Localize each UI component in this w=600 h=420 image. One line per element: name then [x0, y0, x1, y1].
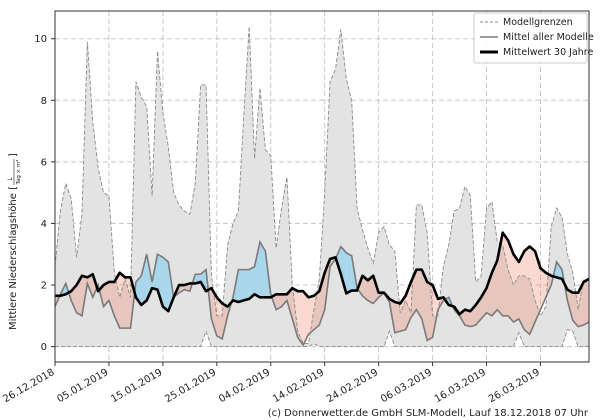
below-normal-fill: [502, 232, 509, 316]
below-normal-fill: [216, 297, 223, 339]
below-normal-fill: [578, 281, 584, 327]
y-axis-label-close: ]: [8, 153, 19, 157]
below-normal-fill: [87, 274, 93, 298]
below-normal-fill: [276, 294, 282, 310]
below-normal-fill: [416, 269, 422, 319]
below-normal-fill: [367, 275, 374, 304]
below-normal-fill: [286, 288, 293, 319]
x-tick-label: 25.01.2019: [163, 367, 218, 405]
below-normal-fill: [313, 291, 320, 330]
x-tick-label: 06.03.2019: [379, 367, 434, 405]
below-normal-fill: [513, 254, 519, 322]
below-normal-fill: [76, 275, 82, 316]
above-normal-fill: [200, 269, 207, 292]
y-tick-label: 6: [41, 157, 47, 168]
below-normal-fill: [281, 294, 287, 307]
below-normal-fill: [108, 281, 115, 316]
y-axis-label: Mittlere Niederschlagshöhe [ L Tag × m² …: [7, 153, 22, 330]
x-tick-label: 16.03.2019: [433, 367, 488, 405]
legend-box: [473, 12, 588, 64]
below-normal-fill: [427, 281, 433, 341]
x-tick-label: 15.01.2019: [109, 367, 164, 405]
y-tick-label: 10: [34, 34, 47, 45]
lines: [54, 26, 590, 348]
below-normal-fill: [303, 291, 309, 346]
legend-label-climatology: Mittelwert 30 Jahre: [503, 47, 593, 58]
below-normal-fill: [125, 277, 131, 329]
above-normal-fill: [243, 269, 250, 301]
below-normal-fill: [114, 272, 120, 329]
x-tick-label: 05.01.2019: [55, 367, 110, 405]
below-normal-fill: [508, 240, 514, 322]
above-normal-fill: [238, 269, 244, 302]
x-tick-label: 04.02.2019: [217, 367, 272, 405]
below-normal-fill: [308, 295, 314, 335]
model-min-line: [55, 329, 589, 348]
below-normal-fill: [524, 246, 530, 335]
below-normal-fill: [394, 301, 401, 333]
above-normal-fill: [340, 246, 347, 294]
legend-label-model-limits: Modellgrenzen: [503, 17, 573, 28]
x-tick-label: 14.02.2019: [271, 367, 326, 405]
above-normal-fill: [254, 241, 260, 298]
below-normal-fill: [119, 272, 126, 329]
x-tick-label: 24.02.2019: [325, 367, 380, 405]
above-normal-fill: [249, 266, 255, 299]
plot-frame: [54, 10, 590, 363]
x-tick-label: 26.12.2018: [1, 367, 56, 405]
above-normal-fill: [346, 252, 352, 294]
y-tick-label: 0: [41, 342, 47, 353]
below-normal-fill: [491, 260, 498, 316]
below-normal-fill: [362, 275, 368, 301]
model-mean-line: [54, 239, 590, 347]
below-normal-fill: [71, 285, 77, 313]
model-envelope-area: [55, 26, 589, 347]
above-normal-fill: [162, 257, 169, 312]
below-normal-fill: [535, 251, 541, 322]
y-tick-label: 2: [41, 281, 47, 292]
above-normal-fill: [259, 241, 266, 298]
legend-label-model-mean: Mittel aller Modelle: [503, 32, 594, 43]
y-tick-label: 8: [41, 96, 47, 107]
above-normal-fill: [556, 261, 563, 279]
below-normal-fill: [497, 232, 503, 316]
x-tick-label: 26.03.2019: [487, 367, 542, 405]
below-normal-fill: [211, 288, 217, 336]
below-normal-fill: [518, 251, 525, 330]
y-axis-label-text: Mittlere Niederschlagshöhe [: [8, 186, 19, 330]
below-normal-fill: [486, 272, 492, 316]
y-axis-unit-numerator: L: [7, 177, 14, 181]
legend: Modellgrenzen Mittel aller Modelle Mitte…: [473, 12, 594, 64]
below-normal-fill: [103, 281, 109, 307]
footer-credit: (c) Donnerwetter.de GmbH SLM-Modell, Lau…: [268, 408, 589, 419]
below-normal-fill: [464, 309, 471, 327]
below-normal-fill: [179, 285, 185, 293]
below-normal-fill: [400, 295, 406, 332]
below-normal-fill: [297, 291, 304, 346]
y-axis-unit-denominator: Tag × m²: [15, 160, 22, 186]
y-tick-label: 4: [41, 219, 47, 230]
fills: [55, 26, 589, 347]
below-normal-fill: [583, 278, 589, 326]
above-normal-fill: [141, 254, 147, 306]
climatology-line: [55, 231, 590, 316]
